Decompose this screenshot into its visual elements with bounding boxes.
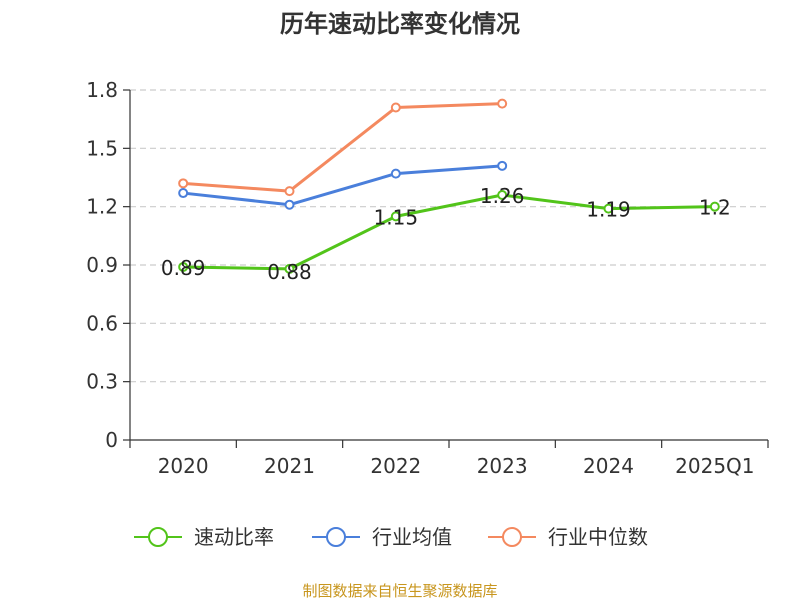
data-point [178, 188, 189, 199]
legend-swatch-marker [326, 527, 346, 547]
data-labels: 0.89 0.88 1.15 1.26 1.19 1.2 [161, 184, 731, 284]
data-label: 0.89 [161, 256, 206, 280]
data-label: 1.26 [480, 184, 525, 208]
data-point [178, 178, 189, 189]
x-tick-label: 2025Q1 [675, 454, 754, 478]
data-point [603, 203, 614, 214]
x-tick-label: 2021 [264, 454, 315, 478]
y-tick-label: 1.2 [86, 195, 118, 219]
legend-swatch-marker [148, 527, 168, 547]
y-tick-label: 1.5 [86, 136, 118, 160]
data-label: 1.15 [374, 205, 419, 229]
legend-label: 速动比率 [194, 525, 274, 549]
data-label: 0.88 [267, 260, 312, 284]
y-tick-label: 0.9 [86, 253, 118, 277]
data-point [390, 102, 401, 113]
data-point [497, 98, 508, 109]
x-axis: 2020 2021 2022 2023 2024 2025Q1 [129, 439, 769, 478]
y-tick-label: 0.3 [86, 370, 118, 394]
data-point [390, 168, 401, 179]
x-tick-label: 2022 [370, 454, 421, 478]
legend-swatch-marker [502, 527, 522, 547]
x-tick-label: 2023 [477, 454, 528, 478]
y-axis: 0 0.3 0.6 0.9 1.2 1.5 1.8 [86, 78, 131, 452]
source-note: 制图数据来自恒生聚源数据库 [302, 582, 497, 600]
data-point [709, 201, 720, 212]
y-tick-label: 0 [105, 428, 118, 452]
data-label: 1.2 [699, 196, 731, 220]
x-tick-label: 2020 [158, 454, 209, 478]
grid-lines [130, 89, 768, 383]
series-line-1 [183, 164, 503, 207]
data-label: 1.19 [586, 198, 631, 222]
data-point [284, 263, 295, 274]
legend-label: 行业中位数 [548, 525, 648, 549]
legend: 速动比率 行业均值 行业中位数 [134, 525, 648, 549]
data-point [497, 190, 508, 200]
data-point [284, 199, 295, 210]
series-line-0 [183, 193, 715, 271]
chart-title: 历年速动比率变化情况 [280, 10, 520, 38]
series-layer [178, 98, 720, 274]
data-point [497, 160, 508, 171]
x-tick-label: 2024 [583, 454, 634, 478]
y-tick-label: 1.8 [86, 78, 118, 102]
data-point [390, 211, 401, 222]
data-point [178, 261, 189, 272]
y-tick-label: 0.6 [86, 311, 118, 335]
series-line-2 [183, 102, 503, 193]
data-point [284, 186, 295, 197]
legend-label: 行业均值 [372, 525, 452, 549]
